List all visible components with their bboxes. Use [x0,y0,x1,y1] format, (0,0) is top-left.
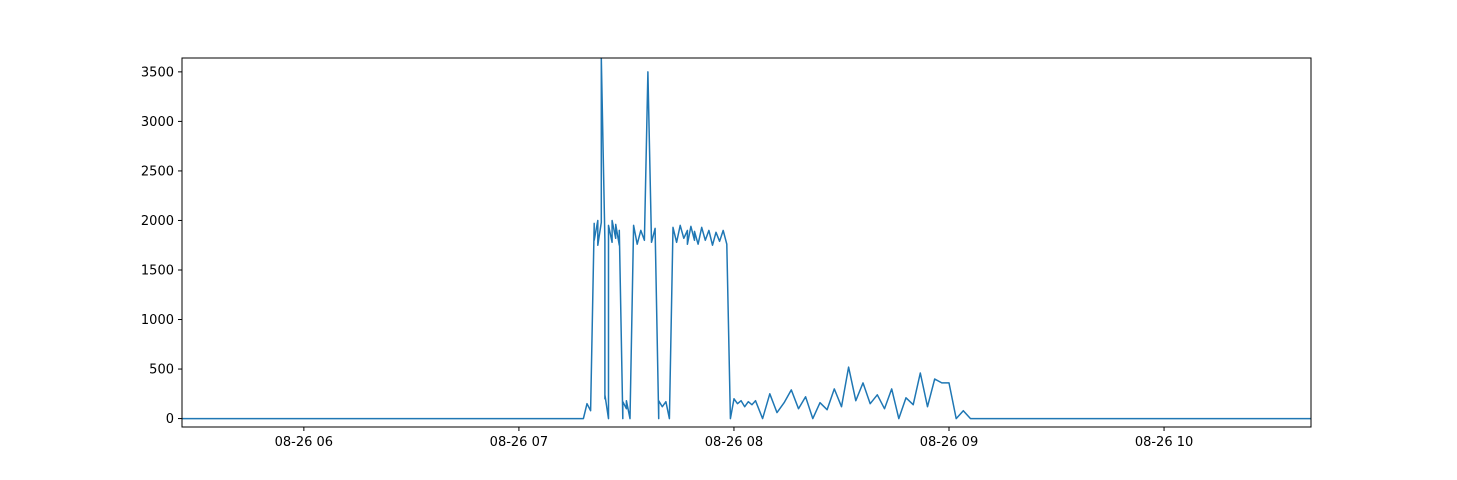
plot-frame [181,57,1312,428]
y-tick-label: 3500 [141,65,174,80]
y-axis: 0 500 1000 1500 2000 2500 3000 3500 [141,65,182,427]
x-axis: 08-26 06 08-26 07 08-26 08 08-26 09 08-26 10 [275,427,1193,450]
series-line-1 [182,58,1311,420]
y-tick-label: 1000 [141,313,174,328]
y-tick-label: 2000 [141,214,174,229]
y-tick-label: 1500 [141,263,174,278]
y-tick-label: 3000 [141,115,174,130]
x-tick-label: 08-26 06 [275,435,333,450]
x-tick-label: 08-26 10 [1135,435,1193,450]
y-tick-label: 500 [149,363,174,378]
series-layer [182,58,1311,420]
x-tick-label: 08-26 09 [920,435,978,450]
x-tick-label: 08-26 07 [490,435,548,450]
x-tick-label: 08-26 08 [705,435,763,450]
y-tick-label: 2500 [141,164,174,179]
y-tick-label: 0 [166,412,174,427]
